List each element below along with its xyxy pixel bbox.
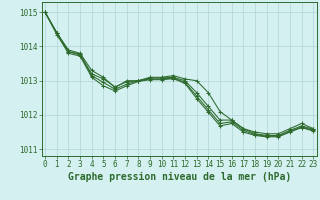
X-axis label: Graphe pression niveau de la mer (hPa): Graphe pression niveau de la mer (hPa) [68,172,291,182]
